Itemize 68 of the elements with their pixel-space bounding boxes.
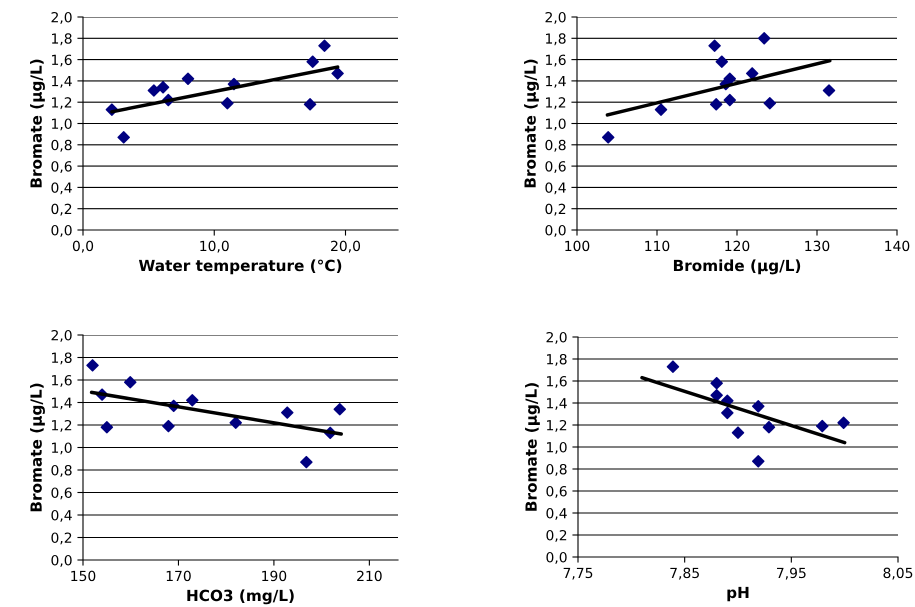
y-tick-label: 0,6 <box>545 161 566 173</box>
y-tick-label: 0,4 <box>51 182 72 194</box>
y-axis-title: Bromate (µg/L) <box>30 384 45 512</box>
y-axis-title: Bromate (µg/L) <box>525 383 540 511</box>
y-tick-label: 0,4 <box>51 510 72 522</box>
y-tick-label: 1,0 <box>546 118 566 130</box>
y-tick-label: 0,0 <box>545 224 566 237</box>
y-tick-label: 1,4 <box>547 398 567 410</box>
y-tick-label: 1,8 <box>547 354 567 366</box>
y-tick-label: 0,0 <box>546 552 567 564</box>
x-tick-label: 190 <box>262 570 286 582</box>
x-tick-label: 0,0 <box>72 240 94 253</box>
y-tick-label: 0,6 <box>51 487 72 500</box>
y-tick-label: 0,8 <box>51 140 72 152</box>
x-tick-label: 7,85 <box>670 568 699 580</box>
x-tick-label: 140 <box>885 240 910 252</box>
y-tick-label: 0,2 <box>51 532 72 544</box>
x-tick-label: 120 <box>725 240 750 252</box>
x-tick-label: 210 <box>357 570 382 582</box>
x-tick-label: 130 <box>805 240 830 252</box>
y-tick-label: 0,2 <box>545 204 566 216</box>
y-tick-label: 0,8 <box>546 464 567 476</box>
y-tick-label: 1,0 <box>52 442 72 454</box>
x-tick-label: 100 <box>565 240 590 252</box>
y-tick-label: 1,8 <box>546 33 566 46</box>
y-tick-label: 0,8 <box>545 140 566 152</box>
y-tick-label: 2,0 <box>52 12 72 24</box>
x-axis-title: pH <box>727 586 748 602</box>
x-tick-label: 110 <box>645 240 670 252</box>
y-tick-label: 0,0 <box>51 224 72 237</box>
y-tick-label: 2,0 <box>546 12 566 24</box>
y-tick-label: 0,4 <box>545 182 566 194</box>
x-tick-label: 150 <box>71 570 96 582</box>
y-tick-label: 1,6 <box>52 374 72 387</box>
x-tick-label: 170 <box>166 570 191 582</box>
y-tick-label: 2,0 <box>546 332 567 344</box>
x-axis-title: Bromide (µg/L) <box>674 259 800 274</box>
x-axis-title: HCO3 (mg/L) <box>187 589 294 604</box>
y-tick-label: 1,6 <box>547 376 567 388</box>
y-tick-label: 1,4 <box>52 398 72 410</box>
y-tick-label: 0,6 <box>546 486 567 498</box>
y-tick-label: 1,8 <box>52 33 72 46</box>
y-tick-label: 0,8 <box>51 464 72 477</box>
x-axis-title: Water temperature (°C) <box>138 259 342 274</box>
x-tick-label: 10,0 <box>200 240 229 253</box>
y-tick-label: 1,2 <box>547 420 566 432</box>
y-tick-label: 0,6 <box>51 161 72 173</box>
y-tick-label: 1,2 <box>546 97 566 110</box>
y-tick-label: 0,4 <box>546 508 567 520</box>
y-tick-label: 1,2 <box>52 420 72 432</box>
x-tick-label: 7,75 <box>564 568 592 580</box>
x-tick-label: 7,95 <box>777 568 806 580</box>
y-tick-label: 1,4 <box>546 76 566 88</box>
y-tick-label: 2,0 <box>52 330 72 342</box>
y-tick-label: 0,2 <box>51 204 72 216</box>
y-tick-label: 1,8 <box>52 352 72 364</box>
y-tick-label: 1,6 <box>52 54 72 66</box>
y-tick-label: 1,6 <box>546 54 566 66</box>
y-axis-title: Bromate (µg/L) <box>30 60 45 188</box>
y-tick-label: 1,0 <box>52 118 72 130</box>
y-tick-label: 1,2 <box>52 97 72 110</box>
y-axis-title: Bromate (µg/L) <box>524 60 539 188</box>
y-tick-label: 0,2 <box>546 530 566 542</box>
y-tick-label: 1,0 <box>547 442 567 454</box>
x-tick-label: 8,05 <box>883 568 912 580</box>
y-tick-label: 0,0 <box>51 554 72 567</box>
y-tick-label: 1,4 <box>52 76 72 88</box>
x-tick-label: 20,0 <box>331 240 360 253</box>
